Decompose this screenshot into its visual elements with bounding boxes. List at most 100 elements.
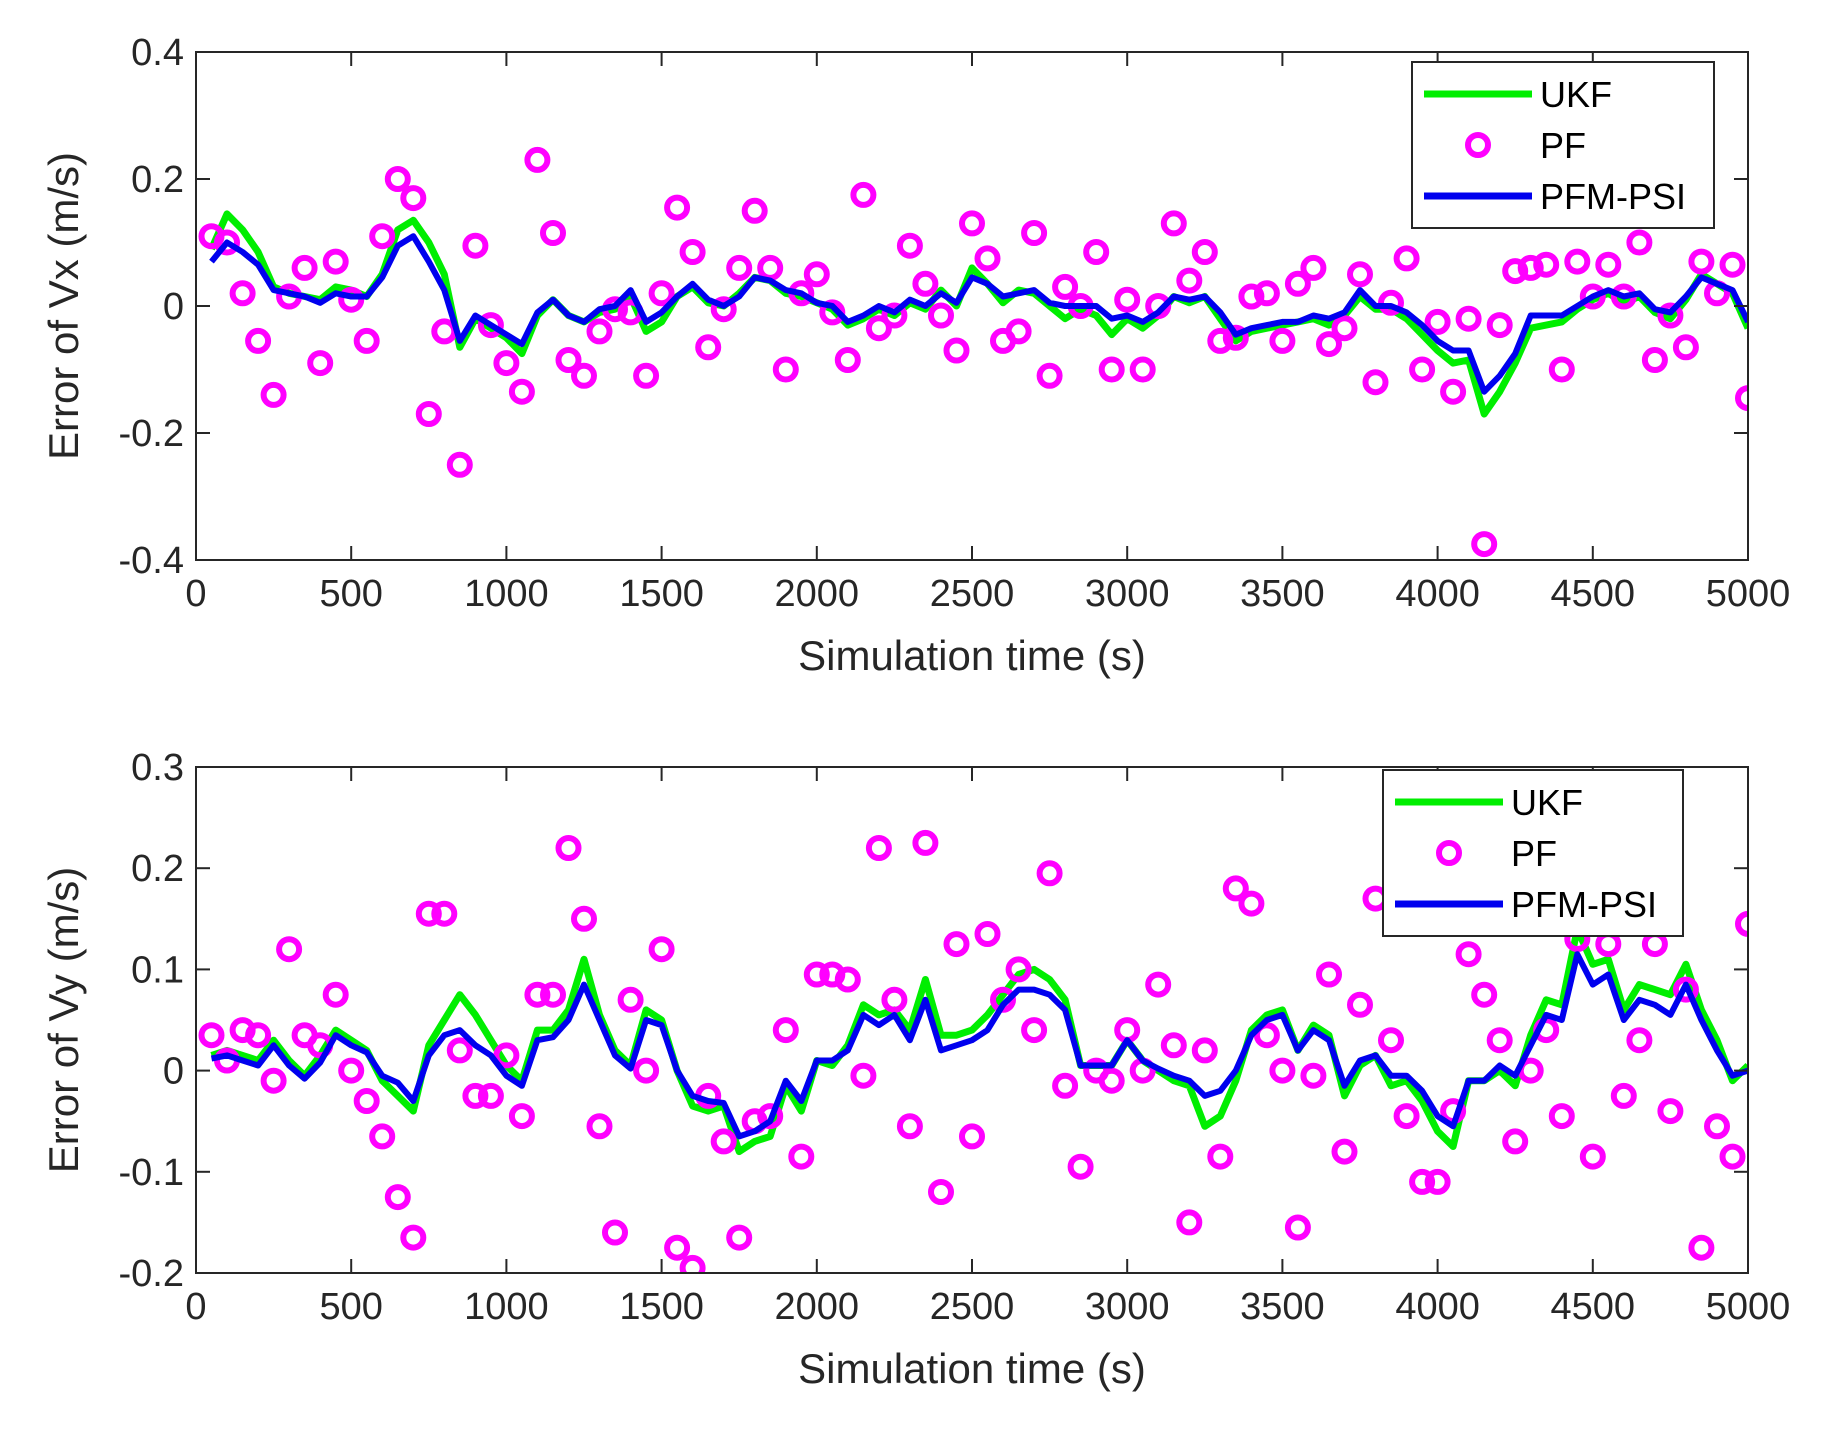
series-point-pf: [1083, 239, 1110, 265]
series-point-pf: [1316, 961, 1342, 988]
series-point-pf: [431, 900, 458, 927]
series-point-pf: [353, 327, 380, 354]
series-point-pf: [540, 220, 566, 246]
series-point-pf: [1129, 356, 1156, 383]
legend-label-pfm-psi: PFM-PSI: [1540, 176, 1686, 217]
x-tick-label: 3000: [1085, 1286, 1170, 1328]
series-point-pf: [1672, 976, 1699, 1003]
x-tick-label: 3500: [1240, 573, 1325, 615]
series-point-pf: [664, 1234, 691, 1261]
series-point-pf: [586, 1113, 613, 1140]
series-point-pf: [1207, 1143, 1234, 1170]
x-tick-label: 4500: [1551, 573, 1636, 615]
x-tick-label: 4500: [1551, 1286, 1636, 1328]
series-point-pf: [1067, 1153, 1094, 1180]
series-point-pf: [1331, 1138, 1358, 1165]
series-point-pf: [1052, 273, 1079, 300]
series-point-pf: [1114, 286, 1141, 313]
series-point-pf: [617, 986, 644, 1013]
plot-series-group: [198, 829, 1748, 1273]
series-point-pf: [400, 185, 427, 212]
series-point-pf: [928, 1179, 954, 1205]
series-point-pf: [1052, 1072, 1079, 1099]
series-point-pf: [493, 350, 520, 377]
series-point-pf: [1284, 270, 1311, 297]
series-point-pf: [664, 194, 691, 221]
series-point-pf: [1672, 334, 1699, 361]
x-tick-label: 2500: [930, 573, 1015, 615]
series-point-pf: [1191, 1037, 1218, 1064]
x-tick-label: 1000: [464, 573, 549, 615]
series-point-pf: [1176, 267, 1203, 294]
series-point-pf: [834, 966, 861, 993]
series-point-pf: [881, 302, 908, 329]
series-point-pf: [772, 356, 799, 383]
series-point-pf: [1455, 305, 1482, 332]
series-point-pf: [1626, 229, 1653, 256]
series-point-pf: [726, 254, 753, 281]
x-tick-label: 4000: [1395, 1286, 1480, 1328]
y-tick-label: 0.2: [131, 159, 184, 201]
series-point-pf: [571, 362, 597, 389]
series-point-pf: [1719, 1143, 1746, 1170]
legend-swatch-pf: [1436, 840, 1462, 866]
series-point-pf: [1517, 254, 1544, 281]
series-point-pf: [1300, 254, 1327, 281]
legend-swatch-pf: [1465, 132, 1491, 158]
series-point-pf: [1036, 362, 1063, 389]
legend: UKF PF PFM-PSI: [1382, 769, 1684, 937]
y-tick-label: 0: [163, 1051, 184, 1093]
series-point-pf: [1222, 875, 1249, 902]
x-tick-label: 2500: [930, 1286, 1015, 1328]
series-point-pf: [1145, 971, 1172, 998]
series-point-pf: [1688, 248, 1715, 275]
series-point-pf: [508, 378, 535, 405]
series-point-pf: [1021, 1017, 1048, 1044]
series-point-pf: [198, 1022, 225, 1049]
x-tick-label: 3000: [1085, 573, 1170, 615]
series-point-pf: [462, 1082, 489, 1109]
x-tick-label: 3500: [1240, 1286, 1325, 1328]
series-point-pf: [648, 280, 675, 307]
series-point-pf: [1362, 369, 1389, 396]
series-point-pf: [260, 381, 287, 408]
series-point-pf: [1269, 327, 1296, 354]
y-tick-label: -0.2: [119, 1253, 184, 1295]
series-point-pf: [1005, 956, 1032, 983]
x-tick-label: 500: [319, 1286, 382, 1328]
series-point-pf: [710, 1128, 737, 1155]
series-point-pf: [555, 347, 582, 373]
series-point-pf: [1021, 220, 1048, 246]
series-point-pf: [1098, 356, 1125, 383]
series-point-pf: [928, 302, 954, 329]
series-point-pf: [1253, 280, 1280, 307]
y-axis-title: Error of Vx (m/s): [40, 152, 87, 460]
series-point-pf: [291, 254, 318, 281]
series-point-pf: [1098, 1067, 1125, 1094]
series-point-pf: [540, 981, 566, 1008]
series-point-pf: [384, 166, 411, 192]
series-point-pf: [493, 1042, 520, 1069]
legend-label-pf: PF: [1511, 833, 1557, 874]
series-point-pf: [959, 1123, 985, 1150]
series-point-pf: [245, 1022, 272, 1049]
series-point-pf: [1160, 1032, 1187, 1059]
series-point-pf: [865, 835, 892, 861]
series-point-pf: [896, 232, 923, 259]
series-point-pf: [881, 986, 908, 1013]
x-tick-label: 2000: [775, 1286, 860, 1328]
series-point-pf: [462, 232, 489, 259]
series-point-pf: [1378, 289, 1404, 316]
series-point-pf: [477, 1082, 504, 1109]
series-line-pfm-psi: [209, 233, 1748, 395]
x-axis-title: Simulation time (s): [798, 1345, 1146, 1392]
series-point-pf: [369, 223, 396, 250]
series-point-pf: [974, 245, 1001, 272]
series-point-pf: [788, 1143, 815, 1170]
series-point-pf: [400, 1224, 427, 1251]
series-point-pf: [1471, 981, 1498, 1008]
series-line-pfm-psi: [210, 951, 1748, 1140]
series-point-pf: [695, 334, 722, 361]
series-point-pf: [384, 1184, 411, 1211]
x-tick-label: 5000: [1706, 1286, 1791, 1328]
